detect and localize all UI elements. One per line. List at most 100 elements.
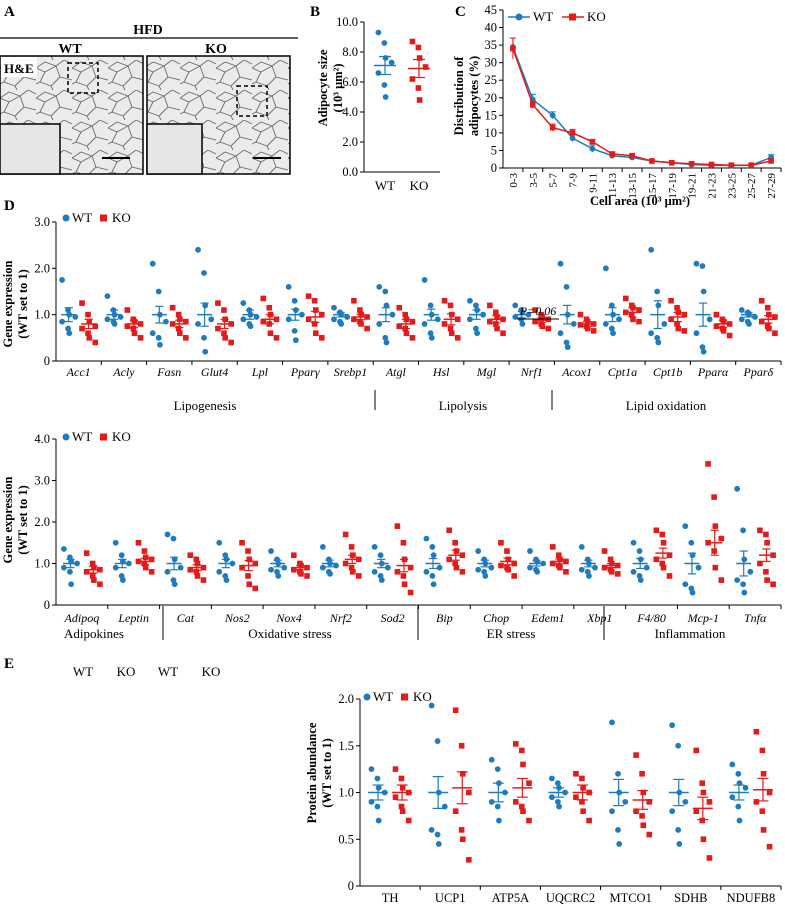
panel-d2-wt-point bbox=[734, 485, 741, 492]
panel-d2-ko-point bbox=[356, 573, 362, 579]
panel-d2-ko-point bbox=[718, 577, 725, 583]
panel-d2-ylabel-2: (WT set to 1) bbox=[16, 485, 30, 555]
panel-e-wt-point bbox=[736, 817, 743, 824]
panel-d1-ko-point bbox=[260, 318, 267, 325]
panel-d1-gene-label: Acly bbox=[112, 365, 135, 379]
panel-d1-gene-label: Pparδ bbox=[743, 365, 774, 379]
panel-b-wt-point bbox=[388, 59, 395, 66]
panel-d1-ko-point bbox=[357, 307, 363, 313]
panel-d2-ko-point bbox=[705, 461, 711, 467]
panel-d1-ko-point bbox=[273, 335, 280, 341]
panel-d1-wt-point bbox=[247, 323, 254, 330]
panel-c: C Distribution of adipocytes (%) 0 5 10 15 2… bbox=[452, 3, 782, 208]
panel-d1-wt-point bbox=[557, 260, 564, 267]
panel-d2-ko-point bbox=[400, 573, 407, 579]
group-inflammation: Inflammation bbox=[655, 626, 726, 641]
panel-d2-gene-label: Leptin bbox=[117, 611, 149, 625]
panel-e-ko-point bbox=[512, 799, 519, 805]
panel-d2-gene-label: Mcp-1 bbox=[687, 611, 719, 625]
panel-d1-wt-point bbox=[563, 283, 570, 290]
panel-d2-wt-point bbox=[216, 539, 223, 546]
panel-d1-ko-point bbox=[681, 311, 688, 318]
panel-d2-gene-label: Tnfα bbox=[744, 611, 767, 625]
panel-e-ko-point bbox=[398, 803, 405, 810]
panel-b-y-tick-label: 2.0 bbox=[342, 135, 358, 149]
panel-e-ko-point bbox=[392, 766, 399, 772]
panel-d1-wt-point bbox=[467, 297, 473, 304]
panel-e-ko-point bbox=[706, 799, 713, 805]
panel-b-y-tick-label: 0.0 bbox=[342, 165, 358, 179]
panel-c-y-tick-label: 5 bbox=[491, 143, 497, 157]
panel-d2-gene-label: Nos2 bbox=[224, 611, 250, 625]
panel-d1-wt-point bbox=[700, 288, 707, 295]
panel-d2-wt-point bbox=[630, 539, 637, 546]
panel-d2-gene-label: Cat bbox=[177, 611, 195, 625]
panel-d1-wt-point bbox=[59, 318, 65, 325]
panel-d2-ko-point bbox=[194, 560, 201, 567]
panel-e-protein-label: TH bbox=[382, 891, 399, 905]
panel-e-protein-label: UCP1 bbox=[435, 891, 466, 905]
panel-d1-gene-label: Glut4 bbox=[201, 365, 228, 379]
panel-e-protein-label: ATP5A bbox=[492, 891, 530, 905]
panel-d1-wt-point bbox=[648, 246, 655, 253]
panel-e-y-tick-label: 0 bbox=[348, 879, 354, 893]
panel-d2-wt-point bbox=[268, 566, 274, 573]
panel-d2-gene-label: Chop bbox=[483, 611, 509, 625]
panel-e-ko-point bbox=[706, 855, 713, 861]
panel-d1-wt-point bbox=[648, 330, 655, 337]
panel-c-marks bbox=[509, 37, 775, 169]
panel-d2-ko-point bbox=[659, 560, 666, 567]
panel-d2-ko-point bbox=[659, 531, 666, 538]
panel-d2-ko-point bbox=[401, 581, 408, 588]
panel-d1-ko-point bbox=[539, 314, 546, 320]
panel-d1-ko-point bbox=[493, 309, 499, 316]
panel-d1-y-tick-label: 3.0 bbox=[34, 215, 50, 229]
panel-d1-wt-point bbox=[519, 321, 526, 327]
panel-d2-wt-point bbox=[578, 566, 585, 573]
panel-d2-ko-point bbox=[89, 560, 96, 567]
panel-e-ko-point bbox=[573, 794, 579, 800]
panel-d1-ko-point bbox=[351, 297, 357, 304]
panel-d1-ko-point bbox=[215, 325, 221, 332]
panel-d2-y-tick-label: 1.0 bbox=[34, 557, 50, 571]
panel-d2-ko-point bbox=[498, 539, 504, 546]
panel-e-ko-point bbox=[526, 817, 532, 824]
panel-b-wt-point bbox=[382, 94, 389, 100]
panel-c-ko-point bbox=[510, 45, 516, 52]
panel-d2-ko-point bbox=[246, 581, 253, 588]
panel-e-ko-point bbox=[458, 742, 465, 749]
panel-d1-ko-point bbox=[766, 325, 772, 332]
panel-c-ylabel-2: adipocytes (%) bbox=[467, 56, 481, 136]
panel-e-wt-point bbox=[428, 827, 435, 833]
panel-d2-wt-point bbox=[275, 573, 282, 579]
panel-e-wt-point bbox=[735, 770, 742, 777]
panel-e-ko-point bbox=[753, 728, 760, 735]
panel-e-wt-point bbox=[609, 808, 615, 815]
panel-c-ko-line bbox=[512, 48, 772, 166]
panel-d1-ko-point bbox=[636, 318, 642, 325]
panel-b: B Adipocyte size (10³ μm²) 0.0 2.0 4.0 6.0 8… bbox=[310, 4, 440, 193]
panel-d1-wt-point bbox=[738, 307, 745, 313]
panel-d1-ko-point bbox=[305, 293, 312, 299]
panel-d1-legend-ko: KO bbox=[112, 210, 131, 225]
panel-d2-ko-point bbox=[407, 564, 414, 571]
panel-d1-ko-point bbox=[409, 318, 416, 325]
panel-d2-ko-point bbox=[653, 556, 660, 563]
panel-c-ko-point bbox=[549, 124, 556, 131]
panel-e-protein-label: SDHB bbox=[674, 891, 707, 905]
panel-e-ko-point bbox=[753, 799, 760, 805]
panel-e-ko-point bbox=[580, 808, 586, 814]
panel-d2-ko-point bbox=[607, 556, 614, 563]
panel-d1-ko-point bbox=[183, 318, 189, 325]
panel-b-ko-point bbox=[416, 97, 423, 103]
panel-e-ko-point bbox=[760, 771, 767, 777]
panel-d2-wt-point bbox=[741, 589, 748, 596]
panel-d1-wt-point bbox=[473, 302, 479, 309]
panel-d1-gene-label: Cpt1b bbox=[653, 365, 682, 379]
panel-b-wt-point bbox=[381, 82, 388, 88]
group-er-stress: ER stress bbox=[487, 626, 536, 641]
blot-lane-labels: WT KO WT KO bbox=[73, 664, 221, 679]
panel-d2-ko-point bbox=[142, 564, 149, 571]
panel-d2-ko-point bbox=[452, 560, 458, 567]
panel-e-ko-point bbox=[586, 817, 592, 824]
